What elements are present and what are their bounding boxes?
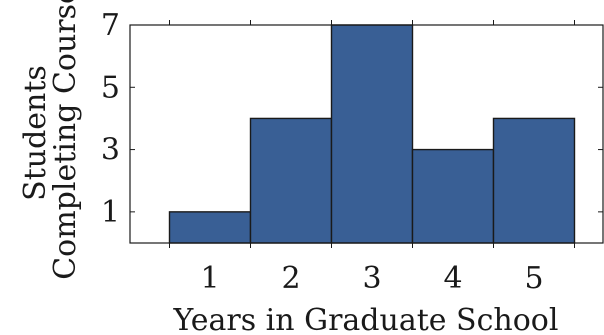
- x-axis-title: Years in Graduate School: [173, 303, 559, 335]
- y-tick-label-5: 5: [101, 70, 120, 105]
- y-axis-title-line-2: Completing Course: [48, 0, 83, 280]
- bars-group: [168, 24, 576, 244]
- y-tick-label-7: 7: [101, 8, 120, 43]
- y-tick-label-3: 3: [101, 133, 120, 168]
- bar-4: [411, 148, 495, 244]
- bar-3: [330, 24, 414, 244]
- x-tick-label-1: 1: [200, 261, 219, 296]
- x-tick-label-3: 3: [362, 261, 381, 296]
- x-tick-label-4: 4: [443, 261, 462, 296]
- bar-1: [168, 211, 252, 244]
- x-tick-label-5: 5: [524, 261, 543, 296]
- y-axis-title-line-1: Students: [18, 65, 53, 201]
- y-tick-labels: 1 3 5 7: [101, 8, 120, 230]
- ticks-group: [130, 20, 603, 248]
- plot-frame: [129, 24, 604, 244]
- y-axis-title: Students Completing Course: [18, 0, 83, 280]
- bar-5: [492, 117, 576, 244]
- bar-2: [249, 117, 333, 244]
- y-tick-label-1: 1: [101, 195, 120, 230]
- x-tick-labels: 1 2 3 4 5: [200, 261, 543, 296]
- x-tick-label-2: 2: [281, 261, 300, 296]
